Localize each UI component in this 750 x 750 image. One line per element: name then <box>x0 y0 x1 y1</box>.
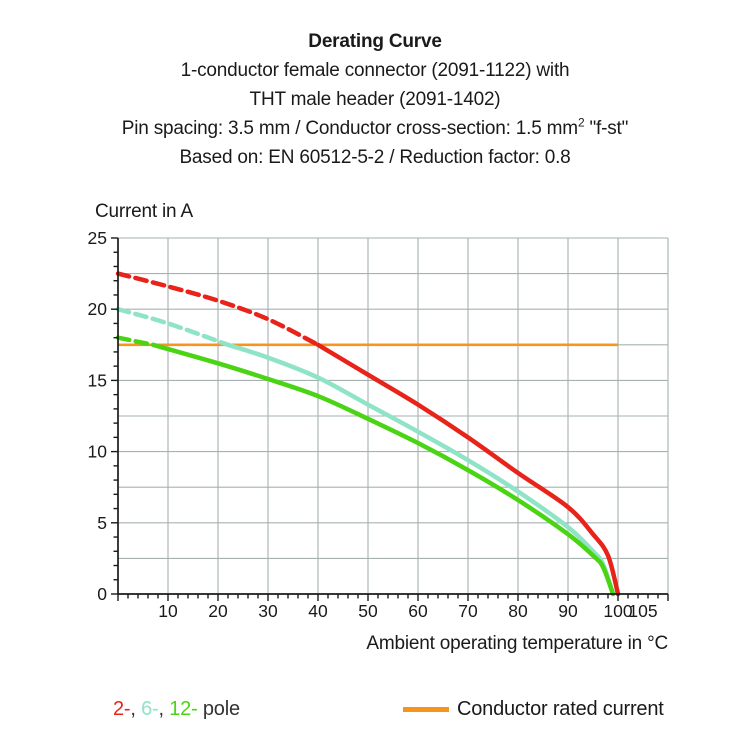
legend-separator: , <box>158 698 170 720</box>
legend-pole-suffix: pole <box>197 698 240 720</box>
x-tick-label: 50 <box>358 601 378 621</box>
x-tick-label: 30 <box>258 601 278 621</box>
curve-12-pole-solid <box>150 342 616 597</box>
curve-2-pole-dashed <box>115 271 321 348</box>
x-tick-label: 20 <box>208 601 228 621</box>
header-basis-line: Based on: EN 60512-5-2 / Reduction facto… <box>179 147 571 168</box>
curve-12-pole <box>115 335 616 597</box>
curve-12-pole-dashed <box>115 335 156 348</box>
x-tick-label: 105 <box>628 601 657 621</box>
spec-text: Pin spacing: 3.5 mm / Conductor cross-se… <box>121 118 578 139</box>
legend-poles: 2-, 6-, 12- pole <box>113 698 240 721</box>
header-spec-line: Pin spacing: 3.5 mm / Conductor cross-se… <box>0 114 750 143</box>
y-tick-labels: 0 5 10 15 20 25 <box>88 228 108 604</box>
tick-marks <box>111 237 669 601</box>
axes <box>117 238 668 595</box>
rated-current-label: Conductor rated current <box>457 698 664 720</box>
y-tick-label: 0 <box>97 584 107 604</box>
curve-6-pole <box>115 306 616 597</box>
legend-pole-6: 6- <box>141 698 159 720</box>
y-tick-label: 10 <box>88 442 108 462</box>
y-tick-label: 5 <box>97 513 107 533</box>
header-subtitle-2: THT male header (2091-1402) <box>249 89 501 110</box>
x-tick-label: 100 <box>603 601 632 621</box>
y-tick-label: 15 <box>88 370 107 390</box>
curve-6-pole-dashed <box>115 306 231 348</box>
legend-pole-12: 12- <box>169 698 198 720</box>
spec-text-suffix: "f-st" <box>584 118 629 139</box>
y-axis-title: Current in A <box>95 201 193 222</box>
page-title: Derating Curve <box>308 31 442 52</box>
curve-6-pole-solid <box>225 342 616 597</box>
x-tick-label: 10 <box>158 601 178 621</box>
curve-2-pole <box>115 271 621 597</box>
legend-separator: , <box>130 698 142 720</box>
header-subtitle-1: 1-conductor female connector (2091-1122)… <box>180 60 570 81</box>
y-tick-label: 20 <box>88 299 108 319</box>
chart-header: Derating Curve 1-conductor female connec… <box>0 27 750 172</box>
spec-superscript: 2 <box>577 115 585 130</box>
x-tick-label: 80 <box>508 601 528 621</box>
x-tick-label: 90 <box>558 601 578 621</box>
curve-2-pole-solid <box>315 342 621 597</box>
x-tick-label: 40 <box>308 601 328 621</box>
rated-current-swatch <box>403 707 449 712</box>
y-tick-label: 25 <box>88 228 107 248</box>
x-tick-label: 60 <box>408 601 428 621</box>
x-tick-label: 70 <box>458 601 478 621</box>
x-axis-title: Ambient operating temperature in °C <box>366 633 668 654</box>
legend-pole-2: 2- <box>113 698 131 720</box>
